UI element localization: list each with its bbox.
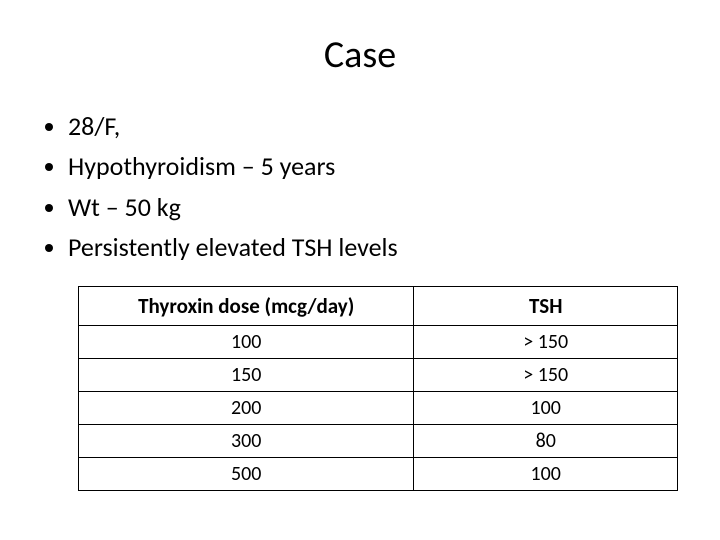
list-item: Wt – 50 kg: [68, 187, 690, 227]
col-header-tsh: TSH: [414, 286, 678, 325]
col-header-dose: Thyroxin dose (mcg/day): [79, 286, 414, 325]
cell-tsh: 80: [414, 424, 678, 457]
cell-dose: 100: [79, 325, 414, 358]
list-item: 28/F,: [68, 106, 690, 146]
cell-dose: 200: [79, 391, 414, 424]
cell-dose: 150: [79, 358, 414, 391]
cell-tsh: 100: [414, 391, 678, 424]
cell-dose: 300: [79, 424, 414, 457]
cell-tsh: 100: [414, 457, 678, 490]
slide-title: Case: [30, 32, 690, 78]
list-item: Hypothyroidism – 5 years: [68, 146, 690, 186]
cell-tsh: > 150: [414, 358, 678, 391]
dose-tsh-table: Thyroxin dose (mcg/day) TSH 100 > 150 15…: [78, 286, 678, 491]
table-row: 150 > 150: [79, 358, 678, 391]
cell-tsh: > 150: [414, 325, 678, 358]
list-item: Persistently elevated TSH levels: [68, 227, 690, 267]
bullet-list: 28/F, Hypothyroidism – 5 years Wt – 50 k…: [50, 106, 690, 268]
cell-dose: 500: [79, 457, 414, 490]
table-row: 500 100: [79, 457, 678, 490]
table-row: 200 100: [79, 391, 678, 424]
table-header-row: Thyroxin dose (mcg/day) TSH: [79, 286, 678, 325]
table-row: 100 > 150: [79, 325, 678, 358]
table-row: 300 80: [79, 424, 678, 457]
